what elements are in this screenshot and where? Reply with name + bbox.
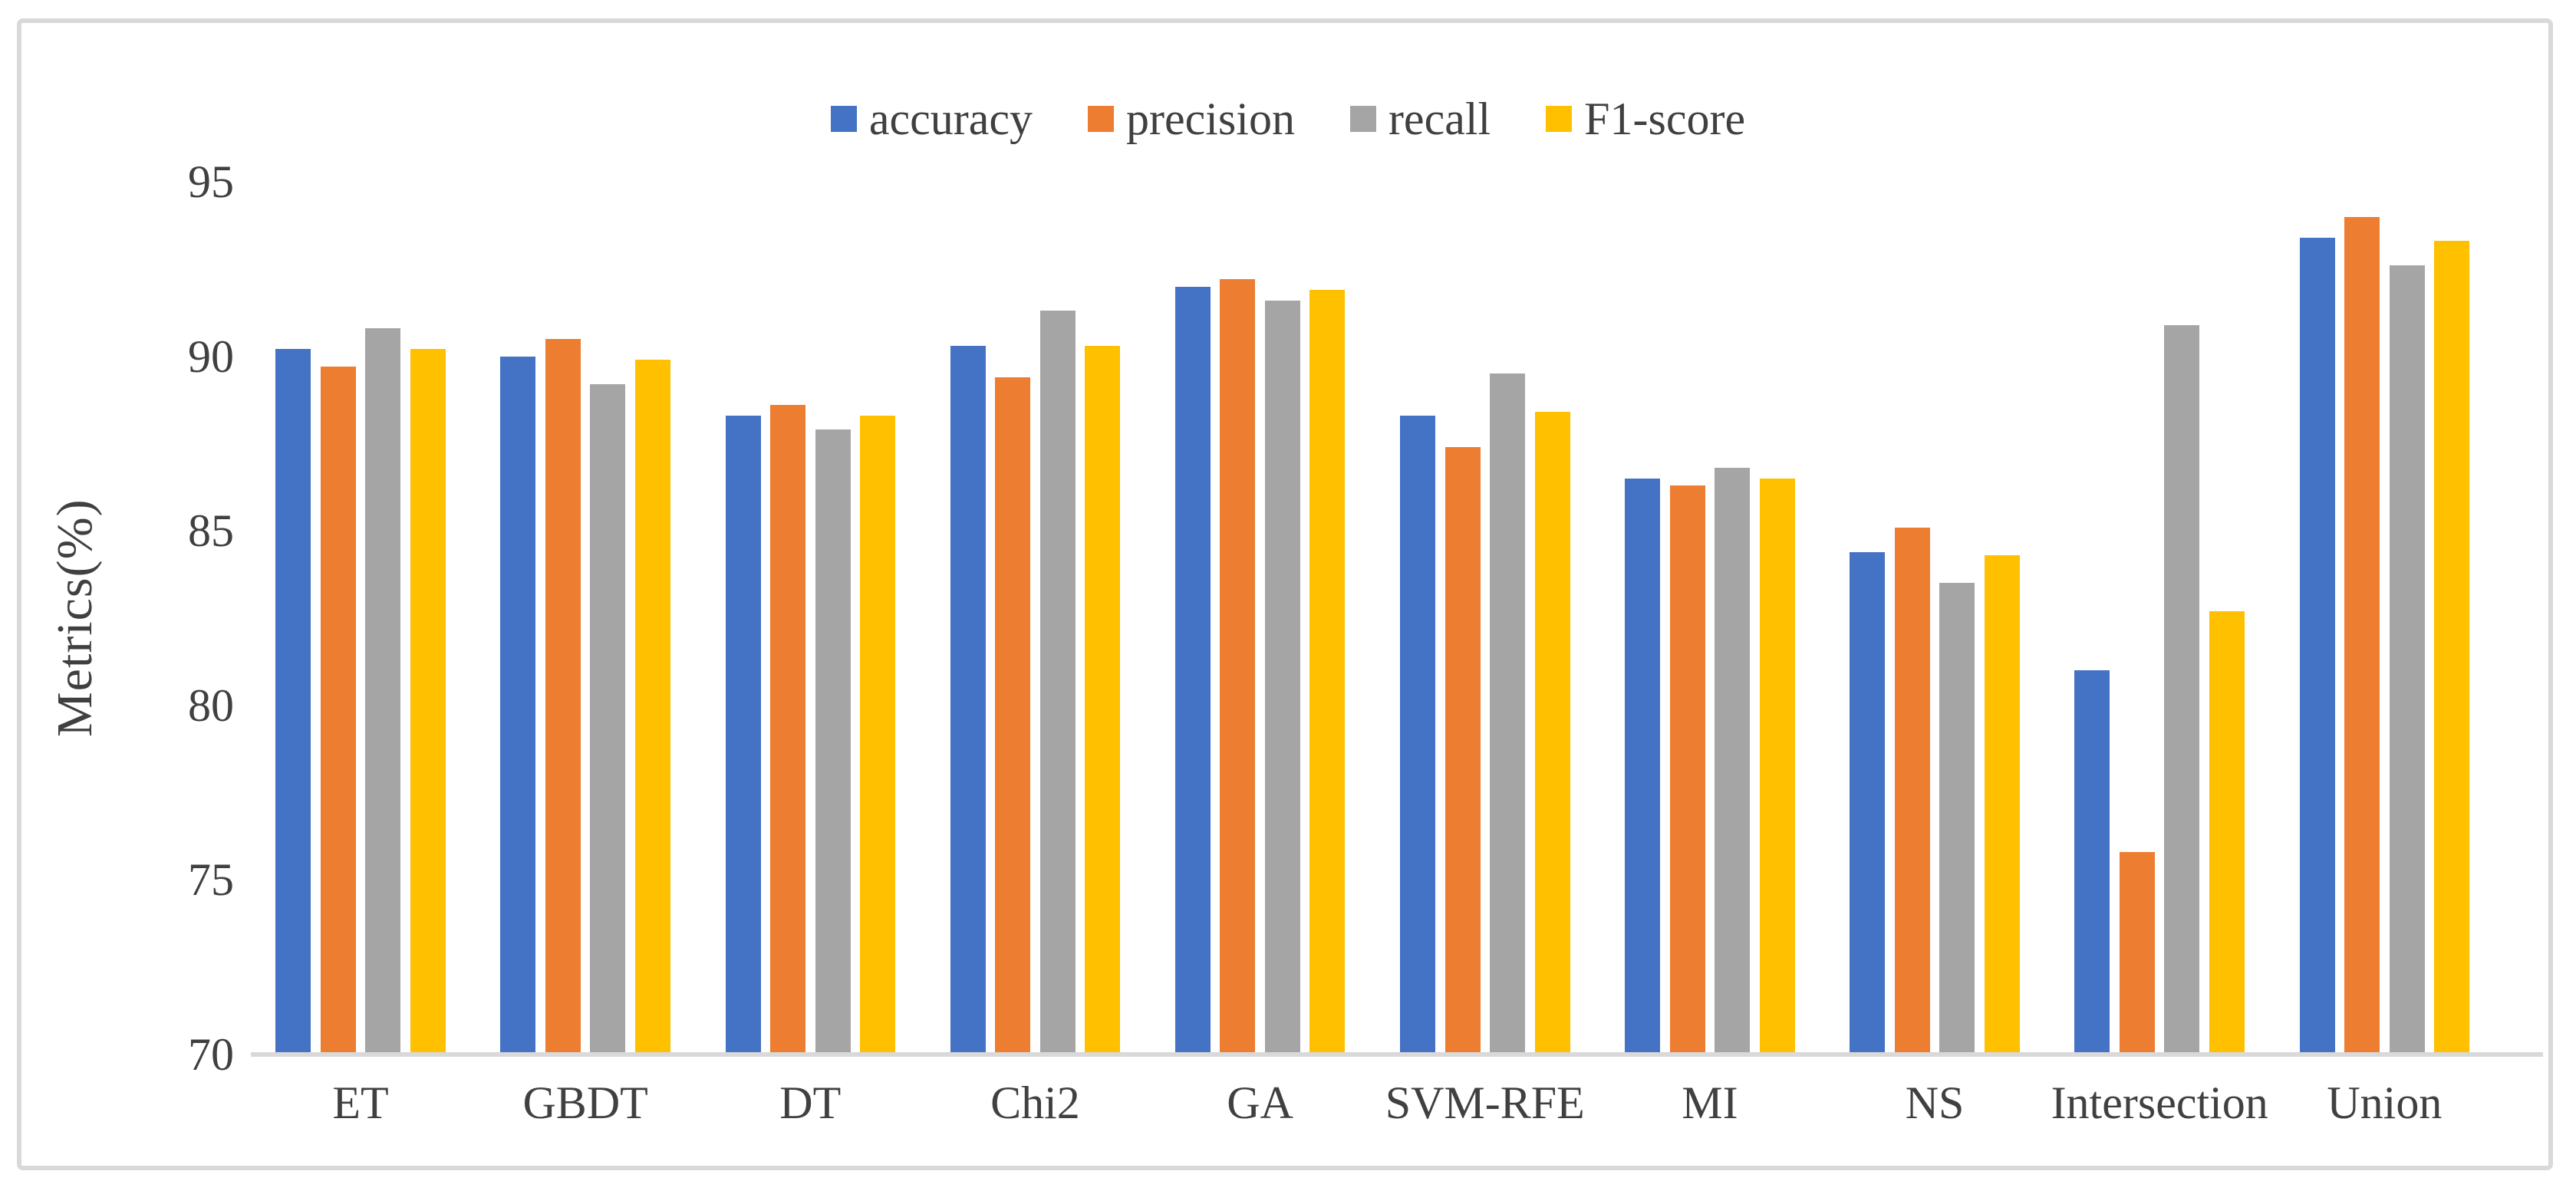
bar-F1-score-Intersection: [2209, 610, 2245, 1052]
legend-swatch-icon: [1088, 106, 1115, 132]
bar-accuracy-NS: [1850, 551, 1886, 1052]
bar-precision-NS: [1894, 527, 1930, 1052]
x-category-label-GA: GA: [1227, 1077, 1293, 1128]
bar-recall-Union: [2389, 265, 2425, 1052]
y-axis-title: Metrics(%): [47, 498, 103, 738]
bar-precision-ET: [320, 367, 356, 1052]
bar-recall-GA: [1264, 300, 1300, 1052]
x-category-label-DT: DT: [779, 1077, 842, 1128]
bar-F1-score-Union: [2434, 241, 2470, 1052]
bar-F1-score-SVM-RFE: [1534, 412, 1570, 1052]
bar-precision-Intersection: [2119, 851, 2155, 1052]
chart-figure: accuracy precision recall F1-score Metrics(…: [17, 18, 2553, 1170]
bar-recall-MI: [1715, 468, 1751, 1052]
legend-label: precision: [1126, 93, 1295, 144]
bar-recall-DT: [815, 429, 851, 1052]
bar-recall-Intersection: [2164, 324, 2200, 1052]
bar-F1-score-ET: [410, 349, 446, 1052]
bar-recall-ET: [365, 328, 401, 1052]
bar-precision-MI: [1669, 485, 1705, 1052]
bar-accuracy-SVM-RFE: [1400, 415, 1435, 1052]
x-axis-line: [251, 1052, 2543, 1057]
bar-precision-GA: [1220, 279, 1256, 1052]
x-category-label-MI: MI: [1682, 1077, 1738, 1128]
y-tick-80: 80: [188, 679, 234, 731]
bar-recall-NS: [1939, 583, 1975, 1052]
bar-F1-score-NS: [1984, 555, 2020, 1052]
x-category-label-NS: NS: [1905, 1077, 1965, 1128]
bar-F1-score-GBDT: [634, 360, 670, 1052]
y-tick-95: 95: [188, 156, 234, 207]
bar-precision-Union: [2344, 216, 2380, 1052]
x-category-label-Union: Union: [2327, 1077, 2443, 1128]
chart-legend: accuracy precision recall F1-score: [21, 77, 2548, 161]
legend-label: recall: [1388, 93, 1491, 144]
bar-recall-Chi2: [1039, 311, 1076, 1052]
legend-item-accuracy: accuracy: [830, 93, 1033, 146]
bar-accuracy-GBDT: [500, 356, 536, 1052]
legend-item-precision: precision: [1088, 93, 1295, 146]
bar-accuracy-Chi2: [950, 345, 986, 1052]
y-tick-75: 75: [188, 854, 234, 906]
bar-recall-GBDT: [590, 384, 626, 1052]
y-tick-70: 70: [188, 1029, 234, 1080]
bar-precision-DT: [770, 405, 806, 1052]
legend-label: accuracy: [868, 93, 1033, 144]
legend-swatch-icon: [1349, 106, 1376, 132]
bar-precision-Chi2: [995, 377, 1031, 1052]
legend-item-recall: recall: [1349, 93, 1491, 146]
bar-precision-GBDT: [545, 338, 581, 1052]
bar-accuracy-DT: [725, 415, 761, 1052]
x-category-label-Intersection: Intersection: [2051, 1077, 2268, 1128]
legend-swatch-icon: [830, 106, 857, 132]
bar-recall-SVM-RFE: [1490, 373, 1525, 1052]
bar-F1-score-GA: [1309, 290, 1346, 1052]
bar-accuracy-Union: [2299, 237, 2335, 1052]
x-category-label-SVM-RFE: SVM-RFE: [1385, 1077, 1585, 1128]
bar-F1-score-Chi2: [1085, 345, 1121, 1052]
legend-item-F1-score: F1-score: [1546, 93, 1745, 146]
x-category-label-Chi2: Chi2: [990, 1077, 1080, 1128]
y-tick-90: 90: [188, 331, 234, 382]
bar-precision-SVM-RFE: [1444, 446, 1481, 1052]
bar-accuracy-Intersection: [2074, 670, 2110, 1052]
x-category-label-GBDT: GBDT: [522, 1077, 648, 1128]
y-tick-85: 85: [188, 505, 234, 557]
legend-swatch-icon: [1546, 106, 1573, 132]
x-category-label-ET: ET: [332, 1077, 389, 1128]
bar-accuracy-GA: [1174, 286, 1211, 1052]
bar-accuracy-MI: [1625, 478, 1661, 1052]
chart-canvas: accuracy precision recall F1-score Metrics(…: [21, 23, 2548, 1166]
bar-F1-score-MI: [1759, 478, 1795, 1052]
bar-accuracy-ET: [275, 349, 311, 1052]
bar-F1-score-DT: [860, 415, 896, 1052]
legend-label: F1-score: [1584, 93, 1746, 144]
